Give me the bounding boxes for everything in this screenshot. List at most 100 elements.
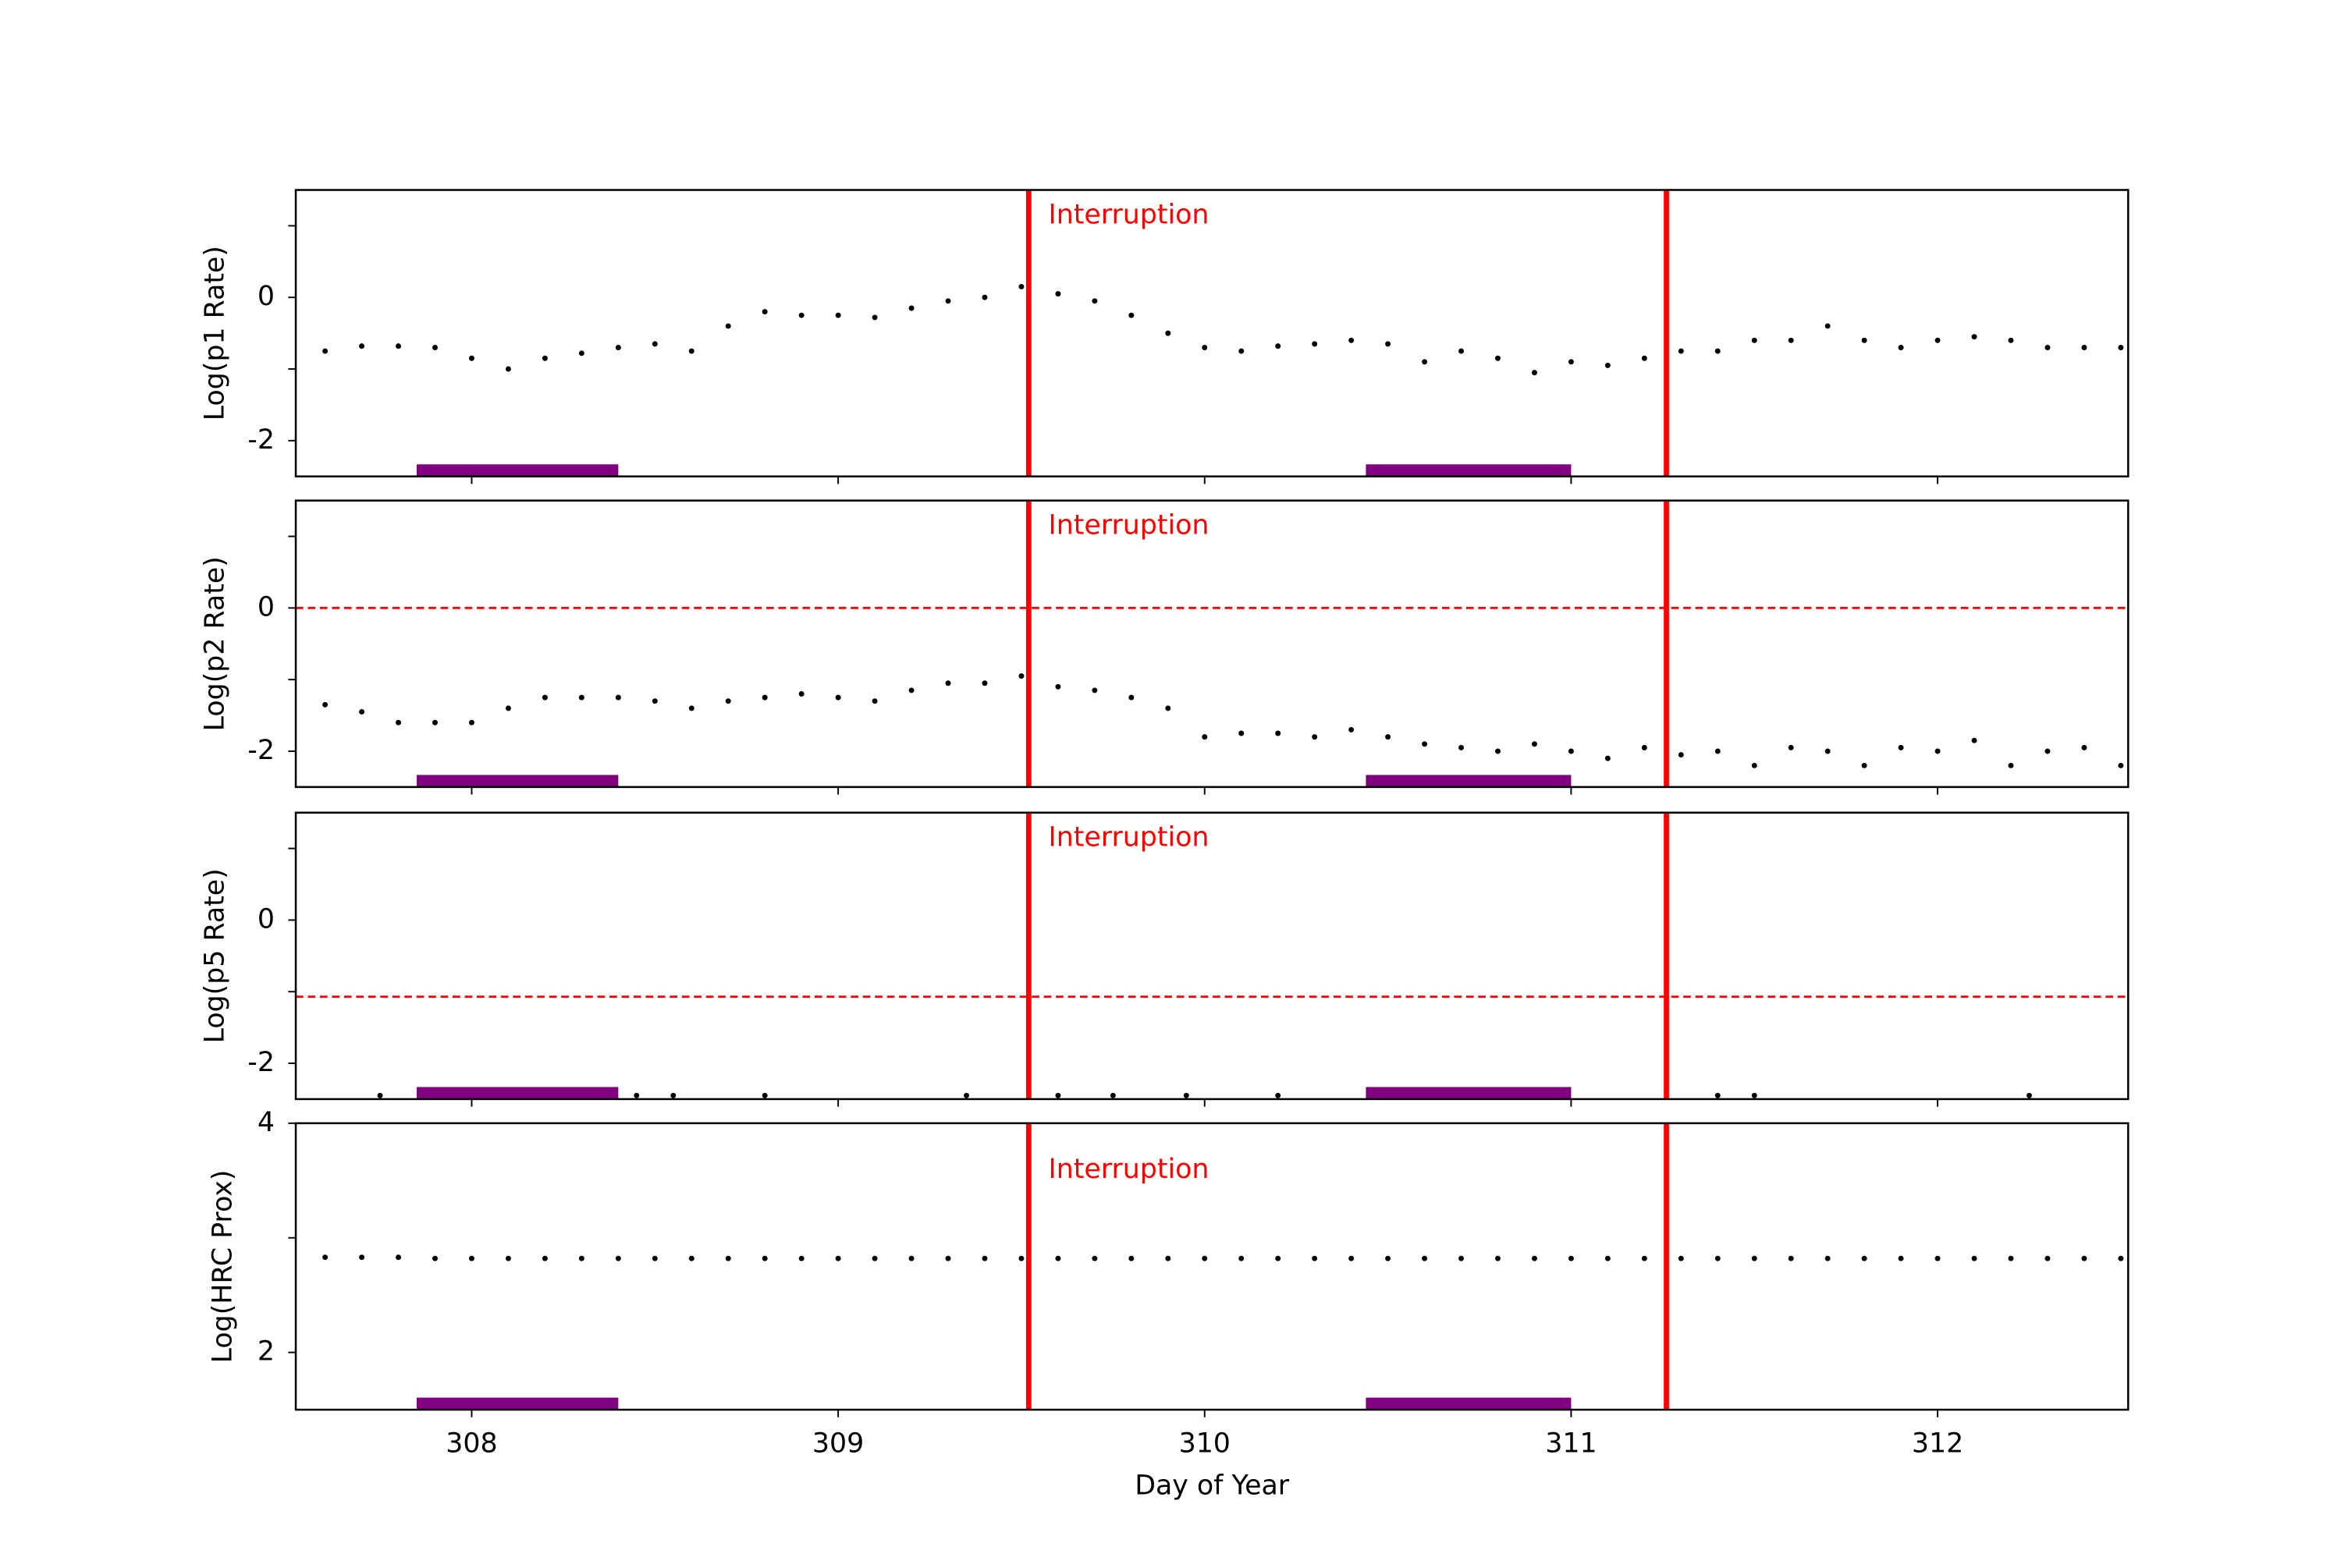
data-point — [505, 366, 511, 372]
y-tick-label: -2 — [247, 735, 275, 766]
x-tick-label: 311 — [1545, 1428, 1597, 1460]
data-point — [835, 312, 841, 318]
data-point — [908, 687, 915, 694]
data-point — [1641, 1255, 1647, 1261]
data-point — [1678, 348, 1684, 354]
y-tick-label: 0 — [258, 281, 275, 312]
data-point — [377, 1092, 383, 1098]
data-point — [505, 1255, 511, 1261]
data-point — [1971, 334, 1977, 340]
data-point — [468, 1255, 474, 1261]
data-point — [688, 1255, 694, 1261]
data-point — [1348, 1255, 1355, 1261]
data-point — [2044, 345, 2051, 350]
data-point — [1275, 1255, 1281, 1261]
data-point — [1055, 1255, 1061, 1261]
data-point — [1312, 341, 1318, 347]
data-point — [322, 348, 329, 354]
annotation: Interruption — [1048, 199, 1209, 230]
data-point — [872, 314, 878, 321]
data-point — [1971, 1255, 1977, 1261]
data-point — [1568, 359, 1574, 365]
band — [417, 775, 619, 787]
data-point — [652, 341, 658, 347]
data-point — [2081, 1255, 2087, 1261]
data-point — [798, 1255, 805, 1261]
data-point — [2118, 345, 2124, 350]
data-point — [615, 694, 621, 701]
data-point — [1604, 1255, 1611, 1261]
data-point — [1824, 323, 1831, 329]
data-point — [1751, 1255, 1757, 1261]
data-point — [964, 1092, 969, 1098]
y-tick-label: 0 — [258, 903, 275, 935]
data-point — [1018, 673, 1025, 679]
data-point — [1934, 337, 1941, 343]
annotation: Interruption — [1048, 1154, 1209, 1185]
data-point — [1898, 345, 1904, 350]
data-point — [1678, 1255, 1684, 1261]
data-point — [1275, 1092, 1281, 1098]
data-point — [1788, 744, 1794, 750]
annotation: Interruption — [1048, 510, 1209, 541]
data-point — [725, 323, 731, 329]
data-point — [468, 719, 474, 725]
data-point — [1092, 1255, 1098, 1261]
data-point — [1128, 1255, 1135, 1261]
data-point — [1018, 283, 1025, 289]
data-point — [1348, 337, 1355, 343]
data-point — [908, 1255, 915, 1261]
data-point — [542, 694, 548, 701]
data-point — [835, 694, 841, 701]
data-point — [908, 305, 915, 311]
data-point — [1568, 1255, 1574, 1261]
data-point — [432, 719, 438, 725]
data-point — [1385, 1255, 1391, 1261]
data-point — [725, 698, 731, 704]
data-point — [1385, 341, 1391, 347]
data-point — [762, 309, 768, 315]
data-point — [1458, 348, 1464, 354]
data-point — [1422, 359, 1428, 365]
data-point — [1788, 1255, 1794, 1261]
band — [1366, 1087, 1572, 1099]
data-point — [1494, 1255, 1501, 1261]
data-point — [634, 1092, 640, 1098]
y-axis-label: Log(p1 Rate) — [200, 246, 231, 420]
data-point — [1714, 1092, 1721, 1098]
data-point — [1934, 1255, 1941, 1261]
data-point — [798, 312, 805, 318]
data-point — [1604, 755, 1611, 761]
data-point — [982, 680, 988, 686]
annotation: Interruption — [1048, 822, 1209, 853]
data-point — [1788, 337, 1794, 343]
data-point — [1312, 1255, 1318, 1261]
data-point — [1751, 337, 1757, 343]
data-point — [1934, 748, 1941, 754]
data-point — [1128, 312, 1135, 318]
band — [417, 1087, 619, 1099]
data-point — [1494, 355, 1501, 361]
axes-frame — [294, 811, 2130, 1101]
data-point — [1275, 730, 1281, 736]
data-point — [2044, 748, 2051, 754]
data-point — [2008, 762, 2014, 768]
data-point — [1861, 1255, 1867, 1261]
data-point — [615, 1255, 621, 1261]
band — [1366, 775, 1572, 787]
x-tick-label: 312 — [1912, 1428, 1963, 1460]
data-point — [1641, 744, 1647, 750]
data-point — [1714, 748, 1721, 754]
data-point — [945, 1255, 951, 1261]
data-point — [1604, 362, 1611, 368]
data-point — [1238, 1255, 1245, 1261]
data-point — [2044, 1255, 2051, 1261]
x-tick-label: 309 — [812, 1428, 864, 1460]
y-tick-label: -2 — [247, 1047, 275, 1078]
data-point — [1165, 705, 1171, 711]
data-point — [432, 1255, 438, 1261]
data-point — [1751, 762, 1757, 768]
data-point — [1751, 1092, 1757, 1098]
data-point — [1824, 1255, 1831, 1261]
data-point — [505, 705, 511, 711]
